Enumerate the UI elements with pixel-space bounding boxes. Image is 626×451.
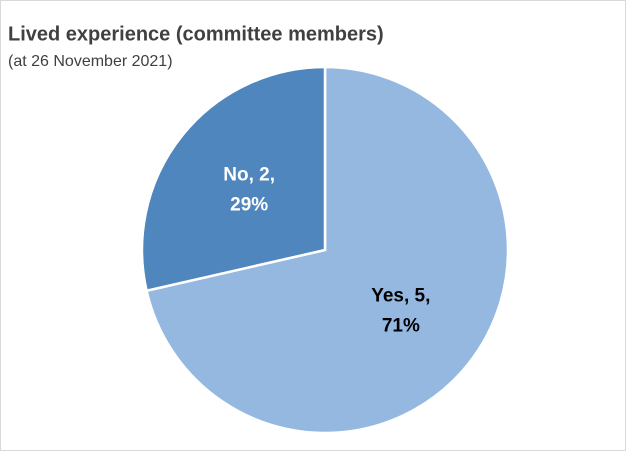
data-label: 71%: [382, 315, 420, 336]
pie-slice: [145, 65, 510, 435]
data-label: 29%: [230, 195, 268, 216]
chart-title: Lived experience (committee members): [8, 23, 384, 45]
pie-slice: [140, 65, 327, 293]
data-label: No, 2,: [223, 165, 275, 186]
data-label: Yes, 5,: [371, 285, 430, 306]
chart-subtitle: (at 26 November 2021): [8, 53, 173, 70]
